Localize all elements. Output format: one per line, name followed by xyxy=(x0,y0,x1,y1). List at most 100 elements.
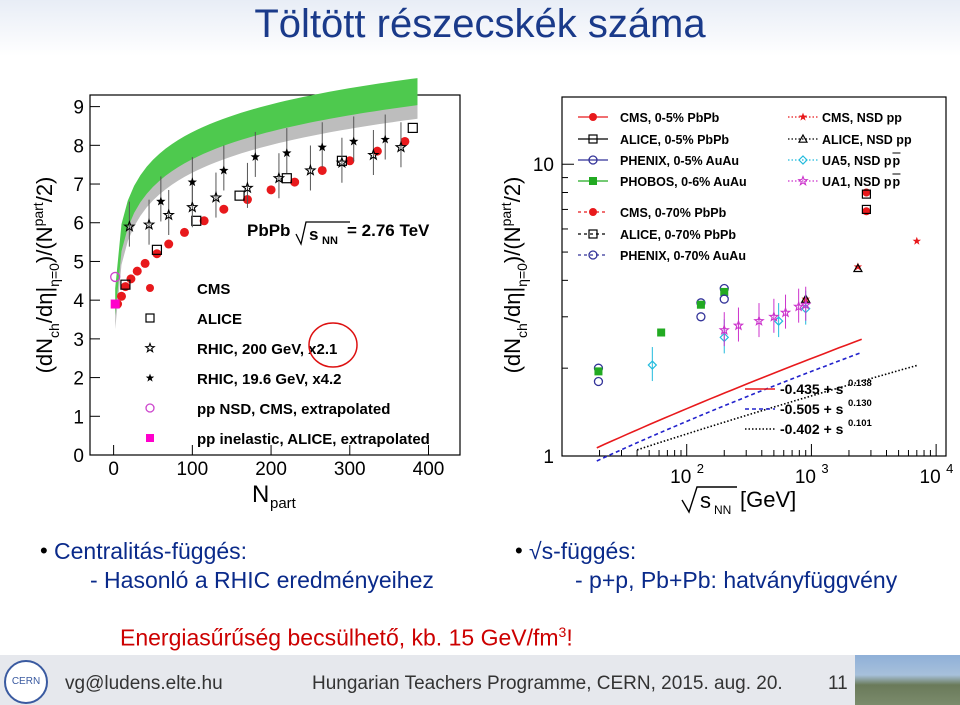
right-data-point xyxy=(696,312,706,322)
right-x-axis-label-unit: [GeV] xyxy=(740,487,796,512)
bullet-right-sub: - p+p, Pb+Pb: hatványfüggvény xyxy=(575,567,898,593)
bullet-left-sub: - Hasonló a RHIC eredményeihez xyxy=(90,567,434,593)
bullet-dot: • xyxy=(40,538,48,563)
right-data-point xyxy=(696,300,705,309)
right-data-point xyxy=(753,315,765,326)
page-number: 11 xyxy=(828,673,848,694)
title-bar xyxy=(0,0,960,56)
right-fit-legend-exp: 0.130 xyxy=(848,398,872,409)
left-x-axis-label: N xyxy=(252,481,269,508)
right-legend-marker xyxy=(798,155,808,165)
left-data-point xyxy=(281,173,292,184)
right-x-tick-exp: 4 xyxy=(946,461,953,476)
left-data-point xyxy=(317,165,327,175)
left-legend-label: pp inelastic, ALICE, extrapolated xyxy=(197,431,430,448)
right-sqrt-sign xyxy=(681,486,737,514)
right-fit-line xyxy=(636,364,918,451)
right-y-tick-label: 1 xyxy=(543,447,554,468)
left-data-point xyxy=(250,152,260,161)
left-data-point xyxy=(345,156,355,166)
left-data-point xyxy=(317,142,327,152)
left-data-point xyxy=(219,204,229,214)
left-x-tick-label: 400 xyxy=(413,459,445,480)
right-fit-legend-exp: 0.138 xyxy=(848,378,872,389)
y-label-part: )/(N xyxy=(500,226,525,263)
right-data-point xyxy=(862,207,871,216)
left-data-point xyxy=(266,185,276,195)
left-data-point xyxy=(380,134,390,144)
left-data-point xyxy=(219,165,229,175)
left-y-tick-label: 7 xyxy=(73,175,84,196)
left-data-point xyxy=(209,190,223,203)
right-data-point xyxy=(861,189,872,199)
right-legend-label: CMS, 0-70% PbPb xyxy=(620,206,727,220)
right-x-tick-label: 10 xyxy=(670,467,691,488)
right-data-point xyxy=(768,310,780,322)
left-legend-label: ALICE xyxy=(197,311,242,328)
right-x-tick-exp: 3 xyxy=(821,461,828,476)
right-plot-frame xyxy=(561,96,947,457)
right-data-point xyxy=(593,376,604,387)
y-label-part: η=0 xyxy=(46,263,62,287)
right-x-tick-label: 10 xyxy=(795,467,816,488)
right-legend-label: ALICE, NSD pp xyxy=(822,133,912,147)
left-data-point xyxy=(110,271,121,283)
right-legend-label: ALICE, 0-5% PbPb xyxy=(620,133,729,147)
left-legend-label: pp NSD, CMS, extrapolated xyxy=(197,401,390,418)
right-legend-label: CMS, NSD pp xyxy=(822,111,902,125)
right-fit-legend-label: -0.435 + s xyxy=(780,381,844,397)
left-data-point xyxy=(241,181,254,194)
right-fit-line xyxy=(596,338,862,449)
right-legend-marker xyxy=(589,113,597,121)
right-legend-pbar: p xyxy=(892,154,900,168)
left-data-point xyxy=(151,244,163,255)
right-legend-pbar: p xyxy=(892,175,900,189)
right-legend-marker xyxy=(588,250,598,260)
right-legend-label: PHOBOS, 0-6% AuAu xyxy=(620,175,747,189)
right-x-tick-exp: 2 xyxy=(697,461,704,476)
left-x-tick-label: 300 xyxy=(334,459,366,480)
left-y-tick-label: 9 xyxy=(73,98,84,119)
left-data-point xyxy=(152,249,162,259)
left-band-green xyxy=(115,78,418,316)
bullet-left-head: Centralitás-függés: xyxy=(54,538,248,564)
right-data-point xyxy=(647,360,658,370)
left-data-point xyxy=(123,220,136,232)
left-data-point xyxy=(272,171,286,184)
right-data-point xyxy=(861,204,872,215)
right-legend-label: CMS, 0-5% PbPb xyxy=(620,111,720,125)
left-x-tick-label: 200 xyxy=(255,459,287,480)
left-data-point xyxy=(407,122,418,134)
energy-density-text: Energiasűrűség becsülhető, kb. 15 GeV/fm… xyxy=(120,624,573,652)
y-label-part: part xyxy=(30,202,46,226)
footer-photo xyxy=(855,655,960,705)
left-annotation-nn: NN xyxy=(322,235,338,247)
y-axis-label: (dNch/dη|η=0)/(Npart/2) xyxy=(498,177,530,374)
left-data-point xyxy=(120,279,131,290)
left-legend-label: CMS xyxy=(197,281,230,298)
left-legend-marker xyxy=(146,284,154,292)
left-data-point xyxy=(186,200,199,213)
y-label-part: /2) xyxy=(500,177,525,203)
left-data-point xyxy=(335,156,349,168)
right-x-axis-label-sub: NN xyxy=(714,503,731,517)
left-legend-label: RHIC, 200 GeV, x2.1 xyxy=(197,341,337,358)
left-x-tick-label: 0 xyxy=(108,459,119,480)
right-x-axis-label-s: s xyxy=(700,488,711,513)
left-legend-marker xyxy=(145,373,155,382)
left-data-point xyxy=(156,196,166,206)
cern-logo-icon: CERN xyxy=(4,660,48,704)
y-label-part: (dN xyxy=(500,338,525,373)
y-label-part: ch xyxy=(514,323,530,338)
right-legend-label: UA5, NSD p xyxy=(822,154,892,168)
right-legend-marker xyxy=(589,177,597,185)
slide-title: Töltött részecskék száma xyxy=(254,2,706,46)
right-data-point xyxy=(912,236,921,245)
right-legend-marker xyxy=(588,155,598,165)
left-y-tick-label: 3 xyxy=(73,330,84,351)
left-plot-frame xyxy=(89,94,461,456)
left-y-tick-label: 4 xyxy=(73,291,84,312)
right-data-point xyxy=(799,298,812,310)
y-label-part: /2) xyxy=(32,177,57,203)
